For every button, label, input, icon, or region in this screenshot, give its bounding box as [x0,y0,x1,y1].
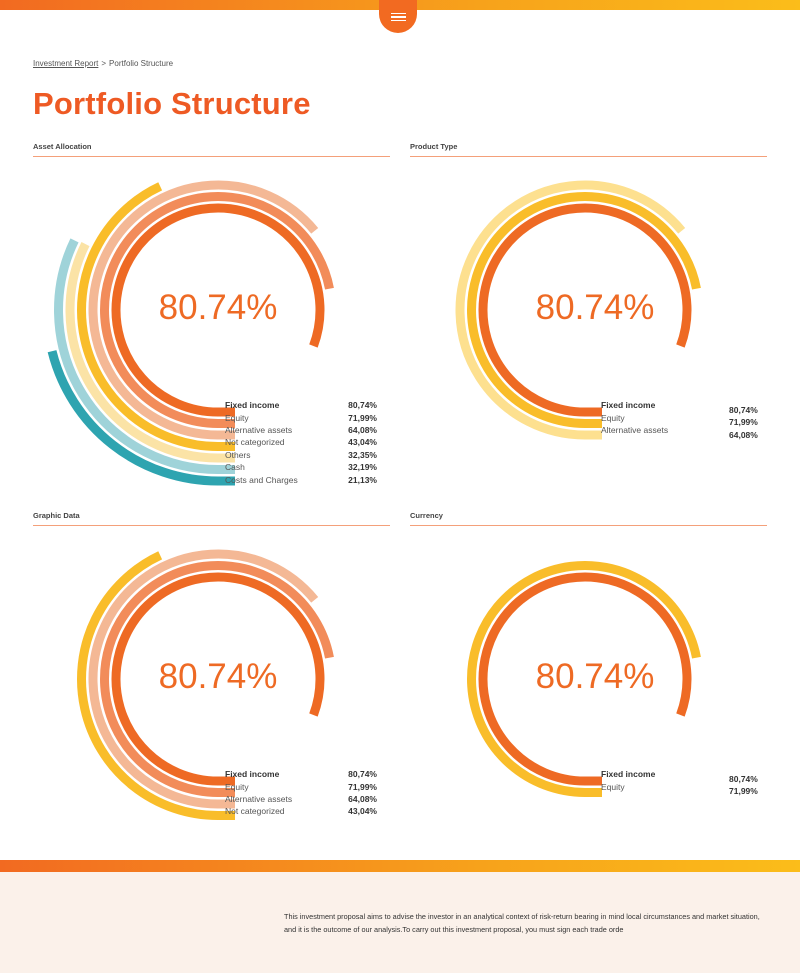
hamburger-icon-line [390,16,406,18]
hamburger-icon-line [390,19,406,22]
center-percentage: 80.74% [535,288,655,327]
ring-arc-alternative-assets [88,549,319,809]
legend-value: 71,99% [348,412,377,423]
legend-value: 43,04% [348,437,377,448]
footer-disclaimer: This investment proposal aims to advise … [284,912,760,934]
legend-value: 64,08% [348,793,377,804]
legend-value: 71,99% [348,781,377,792]
footer: This investment proposal aims to advise … [0,872,800,973]
legend-label: Fixed income [225,769,280,780]
ring-arc-alternative-assets [455,180,686,440]
legend-row: Not categorized 43,04% [225,805,377,817]
ring-arc-alternative-assets [88,180,319,440]
panel-title-graphic-data: Graphic Data [33,511,80,520]
panel-divider [410,525,767,526]
legend-label: Cash [225,462,245,473]
ring-arc-equity [100,561,334,797]
legend-label: Alternative assets [225,424,293,435]
asset-allocation-rings [47,180,334,486]
legend-label: Alternative assets [601,424,669,435]
legend-label: Not categorized [225,437,285,448]
breadcrumb: Investment Report > Portfolio Structure [33,59,173,68]
center-percentage: 80.74% [535,657,655,696]
currency-rings [467,561,701,797]
breadcrumb-separator: > [101,59,107,68]
ring-arc-fixed-income [478,572,692,786]
panel-divider [410,156,767,157]
legend-value: 32,19% [348,462,377,473]
ring-arc-fixed-income [111,203,325,417]
bottom-gradient-bar [0,860,800,872]
legend-value: 64,08% [348,424,377,435]
ring-arc-equity [467,192,701,428]
legend-value: 71,99% [729,786,758,797]
legend-row: Others 32,35% [225,449,377,461]
breadcrumb-current: Portfolio Structure [109,59,174,68]
ring-arc-equity [467,561,701,797]
legend-row: Equity [601,411,753,423]
center-percentage: 80.74% [158,657,278,696]
legend-label: Equity [225,412,249,423]
legend-label: Fixed income [225,400,280,411]
legend-row: Cash 32,19% [225,461,377,473]
panel-title-asset-allocation: Asset Allocation [33,142,92,151]
product-type-rings [455,180,701,440]
product-type-chart: 80.74% [410,160,767,500]
ring-arc-not-categorized [77,551,219,820]
legend-row: Equity [601,780,753,792]
legend-row: Not categorized 43,04% [225,436,377,448]
ring-arc-fixed-income [478,203,692,417]
panel-divider [33,525,390,526]
legend-label: Not categorized [225,806,285,817]
legend-value: 80,74% [348,400,377,411]
graphic-data-rings [77,549,334,820]
currency-chart: 80.74% [410,529,767,869]
legend-label: Fixed income [601,769,656,780]
page-title: Portfolio Structure [33,86,311,121]
legend-value: 80,74% [348,769,377,780]
panel-title-product-type: Product Type [410,142,458,151]
legend-value: 80,74% [729,405,758,415]
legend-value: 43,04% [348,806,377,817]
legend-row: Costs and Charges 21,13% [225,473,377,485]
panel-title-currency: Currency [410,511,443,520]
ring-arc-not-categorized [77,182,219,451]
ring-arc-costs-and-charges [47,350,219,486]
legend-row: Fixed income 80,74% [225,768,377,780]
panel-divider [33,156,390,157]
legend-value: 32,35% [348,449,377,460]
legend-label: Equity [225,781,249,792]
legend-label: Alternative assets [225,793,293,804]
asset-allocation-chart: 80.74% [33,160,390,500]
legend-row: Fixed income [601,768,753,780]
legend-value: 21,13% [348,474,377,485]
center-percentage: 80.74% [158,288,278,327]
hamburger-icon [390,12,406,15]
menu-button[interactable] [379,0,417,33]
graphic-data-chart: 80.74% [33,529,390,869]
legend-row: Equity 71,99% [225,411,377,423]
legend-row: Equity 71,99% [225,780,377,792]
legend-value: 64,08% [729,429,758,440]
legend-label: Equity [601,412,625,423]
legend-value: 80,74% [729,774,758,784]
ring-arc-equity [100,192,334,428]
legend-row: Alternative assets 64,08% [225,424,377,436]
legend-value: 71,99% [729,417,758,428]
ring-arc-cash [54,238,219,474]
ring-arc-fixed-income [111,572,325,786]
legend-row: Alternative assets 64,08% [225,793,377,805]
legend-row: Fixed income 80,74% [225,399,377,411]
legend-label: Others [225,449,251,460]
legend-row: Alternative assets [601,424,753,436]
legend-label: Costs and Charges [225,474,298,485]
legend-row: Fixed income [601,399,753,411]
legend-label: Equity [601,781,625,792]
legend-label: Fixed income [601,400,656,411]
breadcrumb-link-investment-report[interactable]: Investment Report [33,59,99,68]
ring-arc-others [65,242,219,463]
